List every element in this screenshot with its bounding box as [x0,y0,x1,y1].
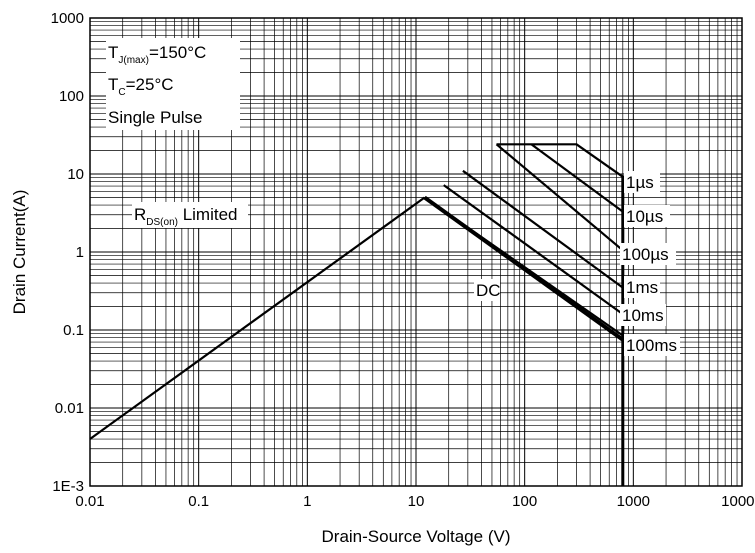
y-tick-label: 0.01 [55,400,84,417]
curve-labels: 1µs 10µs 100µs 1ms 10ms 100ms DC [474,171,680,356]
label-bg-dc [474,279,500,301]
y-tick-label: 0.1 [63,322,84,339]
curve-label-1ms: 1ms [626,278,658,297]
y-tick-label: 100 [59,88,84,105]
x-tick-label: 10000 [721,493,755,510]
curve-label-100us: 100µs [622,245,669,264]
x-tick-label: 100 [512,493,537,510]
conditions-bg [106,38,240,130]
tc-main: T [108,75,118,94]
y-axis-label: Drain Current(A) [10,190,29,315]
tj-rest: =150°C [149,43,206,62]
curve-100us [495,143,624,252]
curve-10us [530,143,624,213]
plot-frame [89,17,743,487]
label-bg-100us [620,243,676,265]
curve-label-10ms: 10ms [622,306,664,325]
x-tick-label: 0.1 [188,493,209,510]
label-bg-1us [624,171,660,193]
x-tick-label: 1 [303,493,311,510]
curve-label-1us: 1µs [626,173,654,192]
soa-curves [89,143,624,440]
label-bg-10us [624,205,670,227]
x-tick-label: 0.01 [75,493,104,510]
y-tick-label: 1000 [51,10,84,27]
tc-sub: C [118,87,125,98]
tc-annotation: TC=25°C [108,75,174,98]
rds-limit-line [89,196,426,440]
label-bg-10ms [620,304,666,326]
tj-sub: J(max) [118,55,149,66]
tj-annotation: TJ(max)=150°C [108,43,206,66]
y-tick-label: 1E-3 [52,478,84,495]
label-bg-100ms [624,334,680,356]
rds-rest: Limited [178,205,238,224]
curve-label-100ms: 100ms [626,336,677,355]
x-tick-labels: 0.01 0.1 1 10 100 1000 10000 [75,493,755,510]
curve-1ms [462,169,624,289]
curve-label-10us: 10µs [626,207,663,226]
x-tick-label: 1000 [617,493,650,510]
y-tick-label: 1 [76,244,84,261]
curve-1us [496,143,624,178]
pulse-annotation: Single Pulse [108,108,203,127]
label-bg-1ms [624,276,660,298]
curve-10ms [443,184,624,315]
curve-label-dc: DC [476,281,501,300]
rds-main: R [134,205,146,224]
curve-dc [423,195,624,342]
rds-sub: DS(on) [146,217,178,228]
tj-main: T [108,43,118,62]
x-axis-label: Drain-Source Voltage (V) [322,527,511,546]
y-tick-label: 10 [67,166,84,183]
rds-label-bg [132,202,248,228]
y-tick-labels: 1E-3 0.01 0.1 1 10 100 1000 [51,10,84,495]
x-tick-label: 10 [408,493,425,510]
tc-rest: =25°C [126,75,174,94]
rds-limited-label: RDS(on) Limited [134,205,238,228]
